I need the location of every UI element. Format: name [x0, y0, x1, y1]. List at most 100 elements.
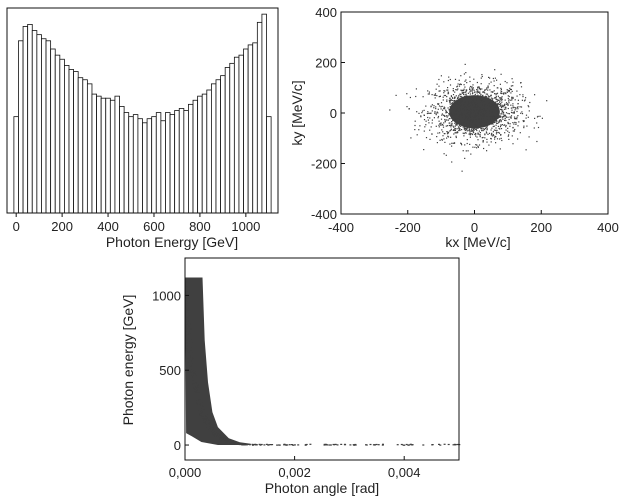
momentum-point	[455, 117, 457, 119]
energy-angle-tail-point	[258, 443, 261, 445]
momentum-point	[479, 134, 481, 136]
momentum-point	[479, 132, 481, 134]
energy-angle-point	[198, 391, 200, 393]
momentum-point	[456, 89, 458, 91]
momentum-point	[501, 91, 503, 93]
momentum-point	[476, 120, 478, 122]
momentum-point	[466, 102, 468, 104]
momentum-point	[491, 116, 493, 118]
energy-angle-point	[194, 395, 196, 397]
energy-angle-point	[185, 317, 187, 319]
momentum-point	[516, 110, 518, 113]
momentum-point	[487, 133, 489, 135]
momentum-point	[422, 96, 424, 98]
momentum-point	[469, 91, 471, 93]
momentum-point	[440, 102, 443, 104]
momentum-point	[486, 109, 488, 111]
momentum-point	[494, 121, 496, 124]
momentum-point	[434, 97, 436, 99]
momentum-point	[480, 108, 482, 110]
energy-angle-point	[185, 299, 187, 301]
momentum-point	[425, 124, 427, 126]
energy-angle-tail-point	[288, 444, 291, 446]
momentum-point	[466, 125, 468, 127]
momentum-point	[485, 131, 487, 133]
energy-angle-tail-point	[375, 443, 378, 446]
momentum-point	[451, 116, 453, 118]
momentum-point	[447, 131, 450, 133]
momentum-point	[469, 97, 471, 99]
momentum-point	[431, 122, 433, 124]
energy-angle-point	[207, 428, 209, 430]
momentum-point	[460, 94, 462, 96]
momentum-point	[434, 93, 437, 95]
histogram-bar	[36, 34, 42, 214]
energy-angle-point	[198, 400, 200, 402]
momentum-point	[504, 106, 506, 108]
energy-angle-point	[191, 381, 193, 384]
momentum-point	[488, 121, 490, 123]
momentum-point	[454, 113, 456, 115]
momentum-point	[495, 142, 497, 144]
momentum-point	[453, 142, 456, 144]
momentum-point	[476, 122, 478, 125]
energy-angle-point	[185, 335, 187, 337]
momentum-point	[504, 80, 506, 83]
momentum-point	[479, 88, 481, 90]
energy-angle-point	[203, 421, 206, 423]
momentum-point	[479, 112, 481, 115]
momentum-point	[448, 99, 450, 102]
energy-angle-point	[191, 347, 193, 349]
energy-angle-tail-point	[254, 443, 257, 445]
momentum-point	[418, 129, 420, 131]
energy-angle-point	[222, 437, 225, 439]
momentum-point	[510, 104, 512, 106]
energy-angle-point	[188, 346, 191, 348]
momentum-point	[507, 107, 509, 110]
histogram-bar	[155, 112, 162, 214]
momentum-point	[462, 114, 464, 116]
energy-angle-point	[208, 421, 210, 423]
momentum-point	[459, 129, 461, 131]
momentum-point	[444, 133, 446, 135]
momentum-point	[451, 115, 453, 117]
momentum-point	[457, 96, 459, 98]
momentum-point	[455, 121, 458, 123]
momentum-point	[439, 123, 441, 125]
momentum-point	[478, 110, 480, 112]
momentum-point	[439, 95, 441, 97]
energy-angle-point	[187, 334, 189, 336]
energy-angle-point	[185, 333, 188, 335]
momentum-point	[466, 130, 468, 132]
momentum-point	[490, 121, 492, 123]
momentum-point	[456, 114, 458, 116]
momentum-point	[475, 121, 477, 123]
momentum-point	[472, 127, 474, 129]
momentum-point	[491, 133, 493, 135]
momentum-point	[503, 93, 505, 95]
momentum-point	[497, 110, 499, 113]
energy-angle-point	[206, 423, 209, 425]
histogram-bar	[169, 114, 176, 214]
momentum-point	[510, 111, 513, 113]
momentum-point	[499, 119, 501, 121]
momentum-point	[485, 100, 487, 102]
momentum-point	[443, 122, 445, 124]
momentum-point	[459, 112, 462, 115]
momentum-point	[482, 114, 484, 116]
energy-angle-tail-point	[265, 443, 268, 445]
energy-angle-point	[192, 374, 194, 377]
energy-angle-point	[185, 339, 188, 341]
momentum-point	[473, 110, 475, 112]
momentum-point	[492, 77, 494, 80]
momentum-point	[468, 129, 470, 131]
momentum-point	[496, 105, 498, 107]
momentum-point	[446, 131, 448, 133]
momentum-point	[493, 121, 495, 123]
momentum-point	[458, 85, 461, 87]
momentum-point	[476, 116, 479, 118]
histogram-bar	[45, 40, 52, 214]
momentum-point	[462, 123, 464, 125]
momentum-point	[443, 138, 445, 140]
momentum-point	[489, 117, 491, 119]
